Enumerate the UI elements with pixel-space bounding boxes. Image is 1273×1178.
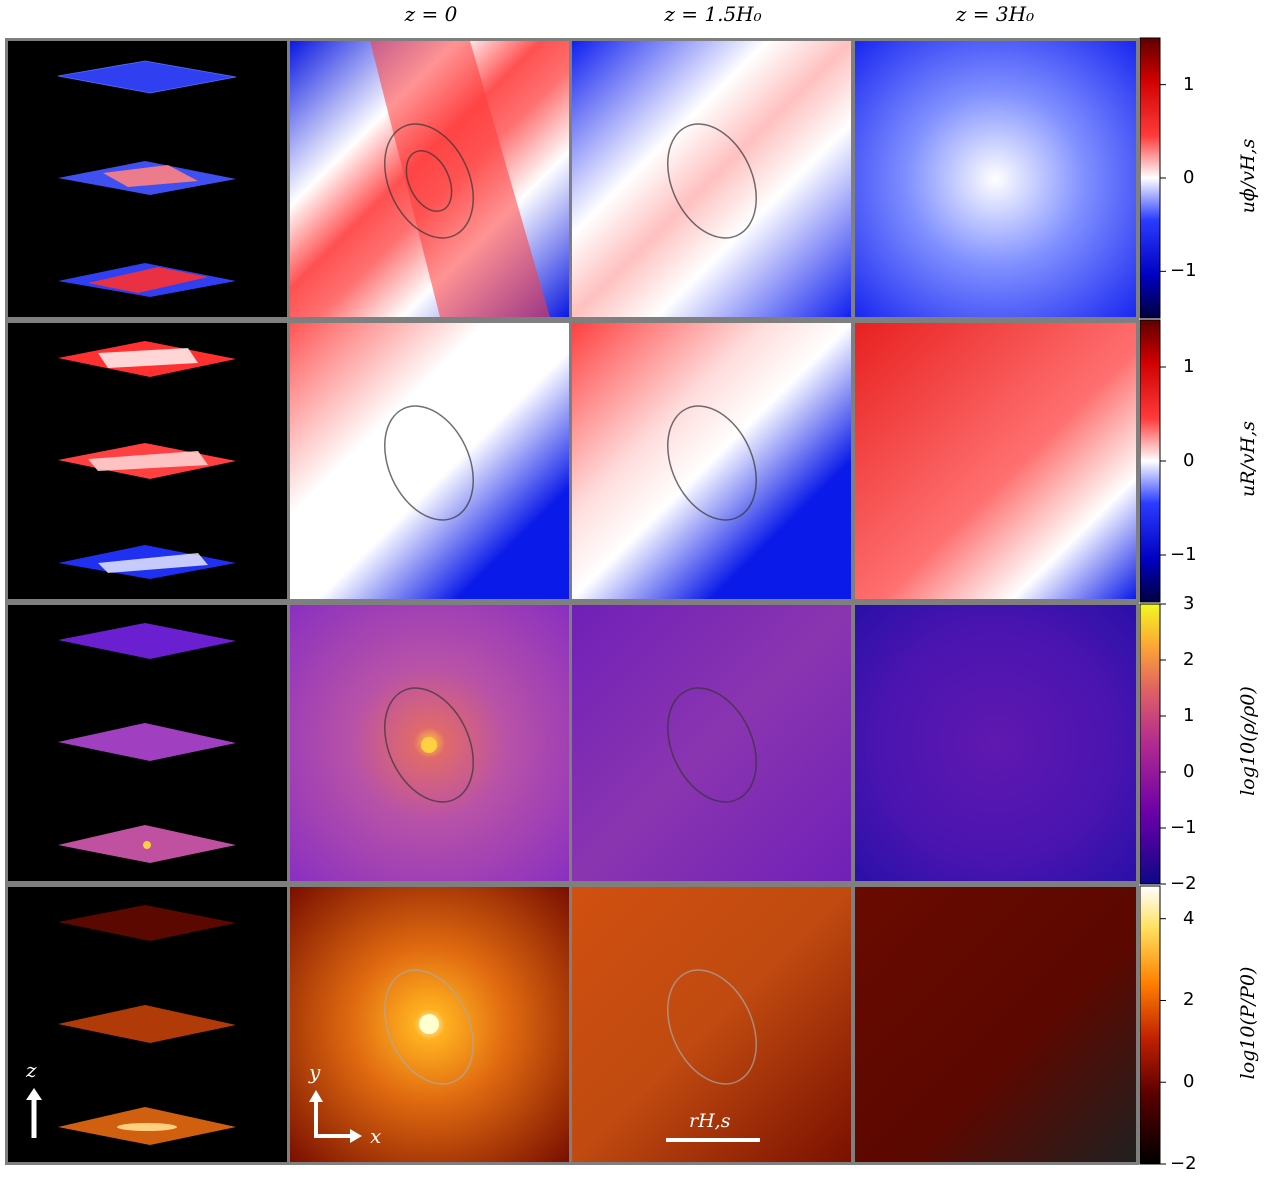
colorbar-tick-label: 1 — [1183, 356, 1195, 377]
row-pressure — [8, 887, 1136, 1162]
colorbar-tick-label: 1 — [1183, 705, 1195, 726]
panel-density-z0 — [290, 605, 569, 881]
panel-density-z15 — [572, 605, 851, 881]
colorbar-tick-label: 0 — [1183, 450, 1195, 471]
colorbar-tick-label: 2 — [1183, 649, 1195, 670]
column-title-z3: z = 3H₀ — [955, 2, 1035, 26]
x-axis-label: x — [370, 1124, 382, 1148]
colorbar-tick-label: 1 — [1183, 73, 1195, 95]
row-density — [8, 605, 1136, 881]
y-axis-label: y — [309, 1060, 321, 1084]
colorbar-tick-label: −2 — [1170, 1153, 1197, 1174]
z-axis-arrow — [26, 1088, 42, 1138]
colorbar-uphi — [1139, 37, 1161, 319]
panel-3d-pressure — [8, 887, 287, 1162]
panel-pressure-z0 — [290, 887, 569, 1162]
colorbar-tick-label: −1 — [1170, 260, 1197, 282]
colorbar-tick-label: −1 — [1170, 544, 1197, 565]
panel-density-z3 — [855, 605, 1136, 881]
panel-3d-ur — [8, 323, 287, 599]
colorbar-tick-label: −2 — [1170, 873, 1197, 894]
colorbar-density — [1139, 603, 1161, 885]
row-ur — [8, 323, 1136, 599]
panel-pressure-z3 — [855, 887, 1136, 1162]
column-title-z15: z = 1.5H₀ — [664, 2, 762, 26]
colorbar-label-density: log10(ρ/ρ0) — [1237, 686, 1259, 796]
xy-axis-arrows — [309, 1090, 362, 1143]
scale-bar-label: rH,s — [689, 1110, 731, 1132]
column-title-z0: z = 0 — [404, 2, 458, 26]
z-axis-label: z — [26, 1058, 37, 1082]
colorbar-label-ur: uR/vH,s — [1237, 420, 1259, 498]
panel-ur-z15 — [572, 323, 851, 599]
colorbar-tick-label: 0 — [1183, 1071, 1195, 1093]
colorbar-pressure — [1139, 885, 1161, 1165]
panel-3d-density — [8, 605, 287, 881]
panel-3d-uphi — [8, 41, 287, 317]
colorbar-tick-label: 0 — [1183, 761, 1195, 782]
row-uphi — [8, 41, 1136, 317]
colorbar-tick-label: −1 — [1170, 817, 1197, 838]
colorbar-ticks — [1160, 84, 1166, 1165]
panel-uphi-z3 — [855, 41, 1136, 317]
colorbar-ur — [1139, 319, 1161, 603]
panel-ur-z0 — [290, 323, 569, 599]
panel-uphi-z15 — [572, 41, 851, 317]
colorbar-label-pressure: log10(P/P0) — [1237, 966, 1259, 1080]
panel-ur-z3 — [855, 323, 1136, 599]
panel-pressure-z15 — [572, 887, 851, 1162]
colorbar-tick-label: 0 — [1183, 167, 1195, 188]
colorbar-tick-label: 3 — [1183, 593, 1195, 614]
colorbar-tick-label: 4 — [1183, 907, 1195, 929]
colorbar-tick-label: 2 — [1183, 989, 1195, 1011]
colorbar-label-uphi: uϕ/vH,s — [1237, 138, 1259, 214]
panel-uphi-z0 — [290, 41, 569, 317]
